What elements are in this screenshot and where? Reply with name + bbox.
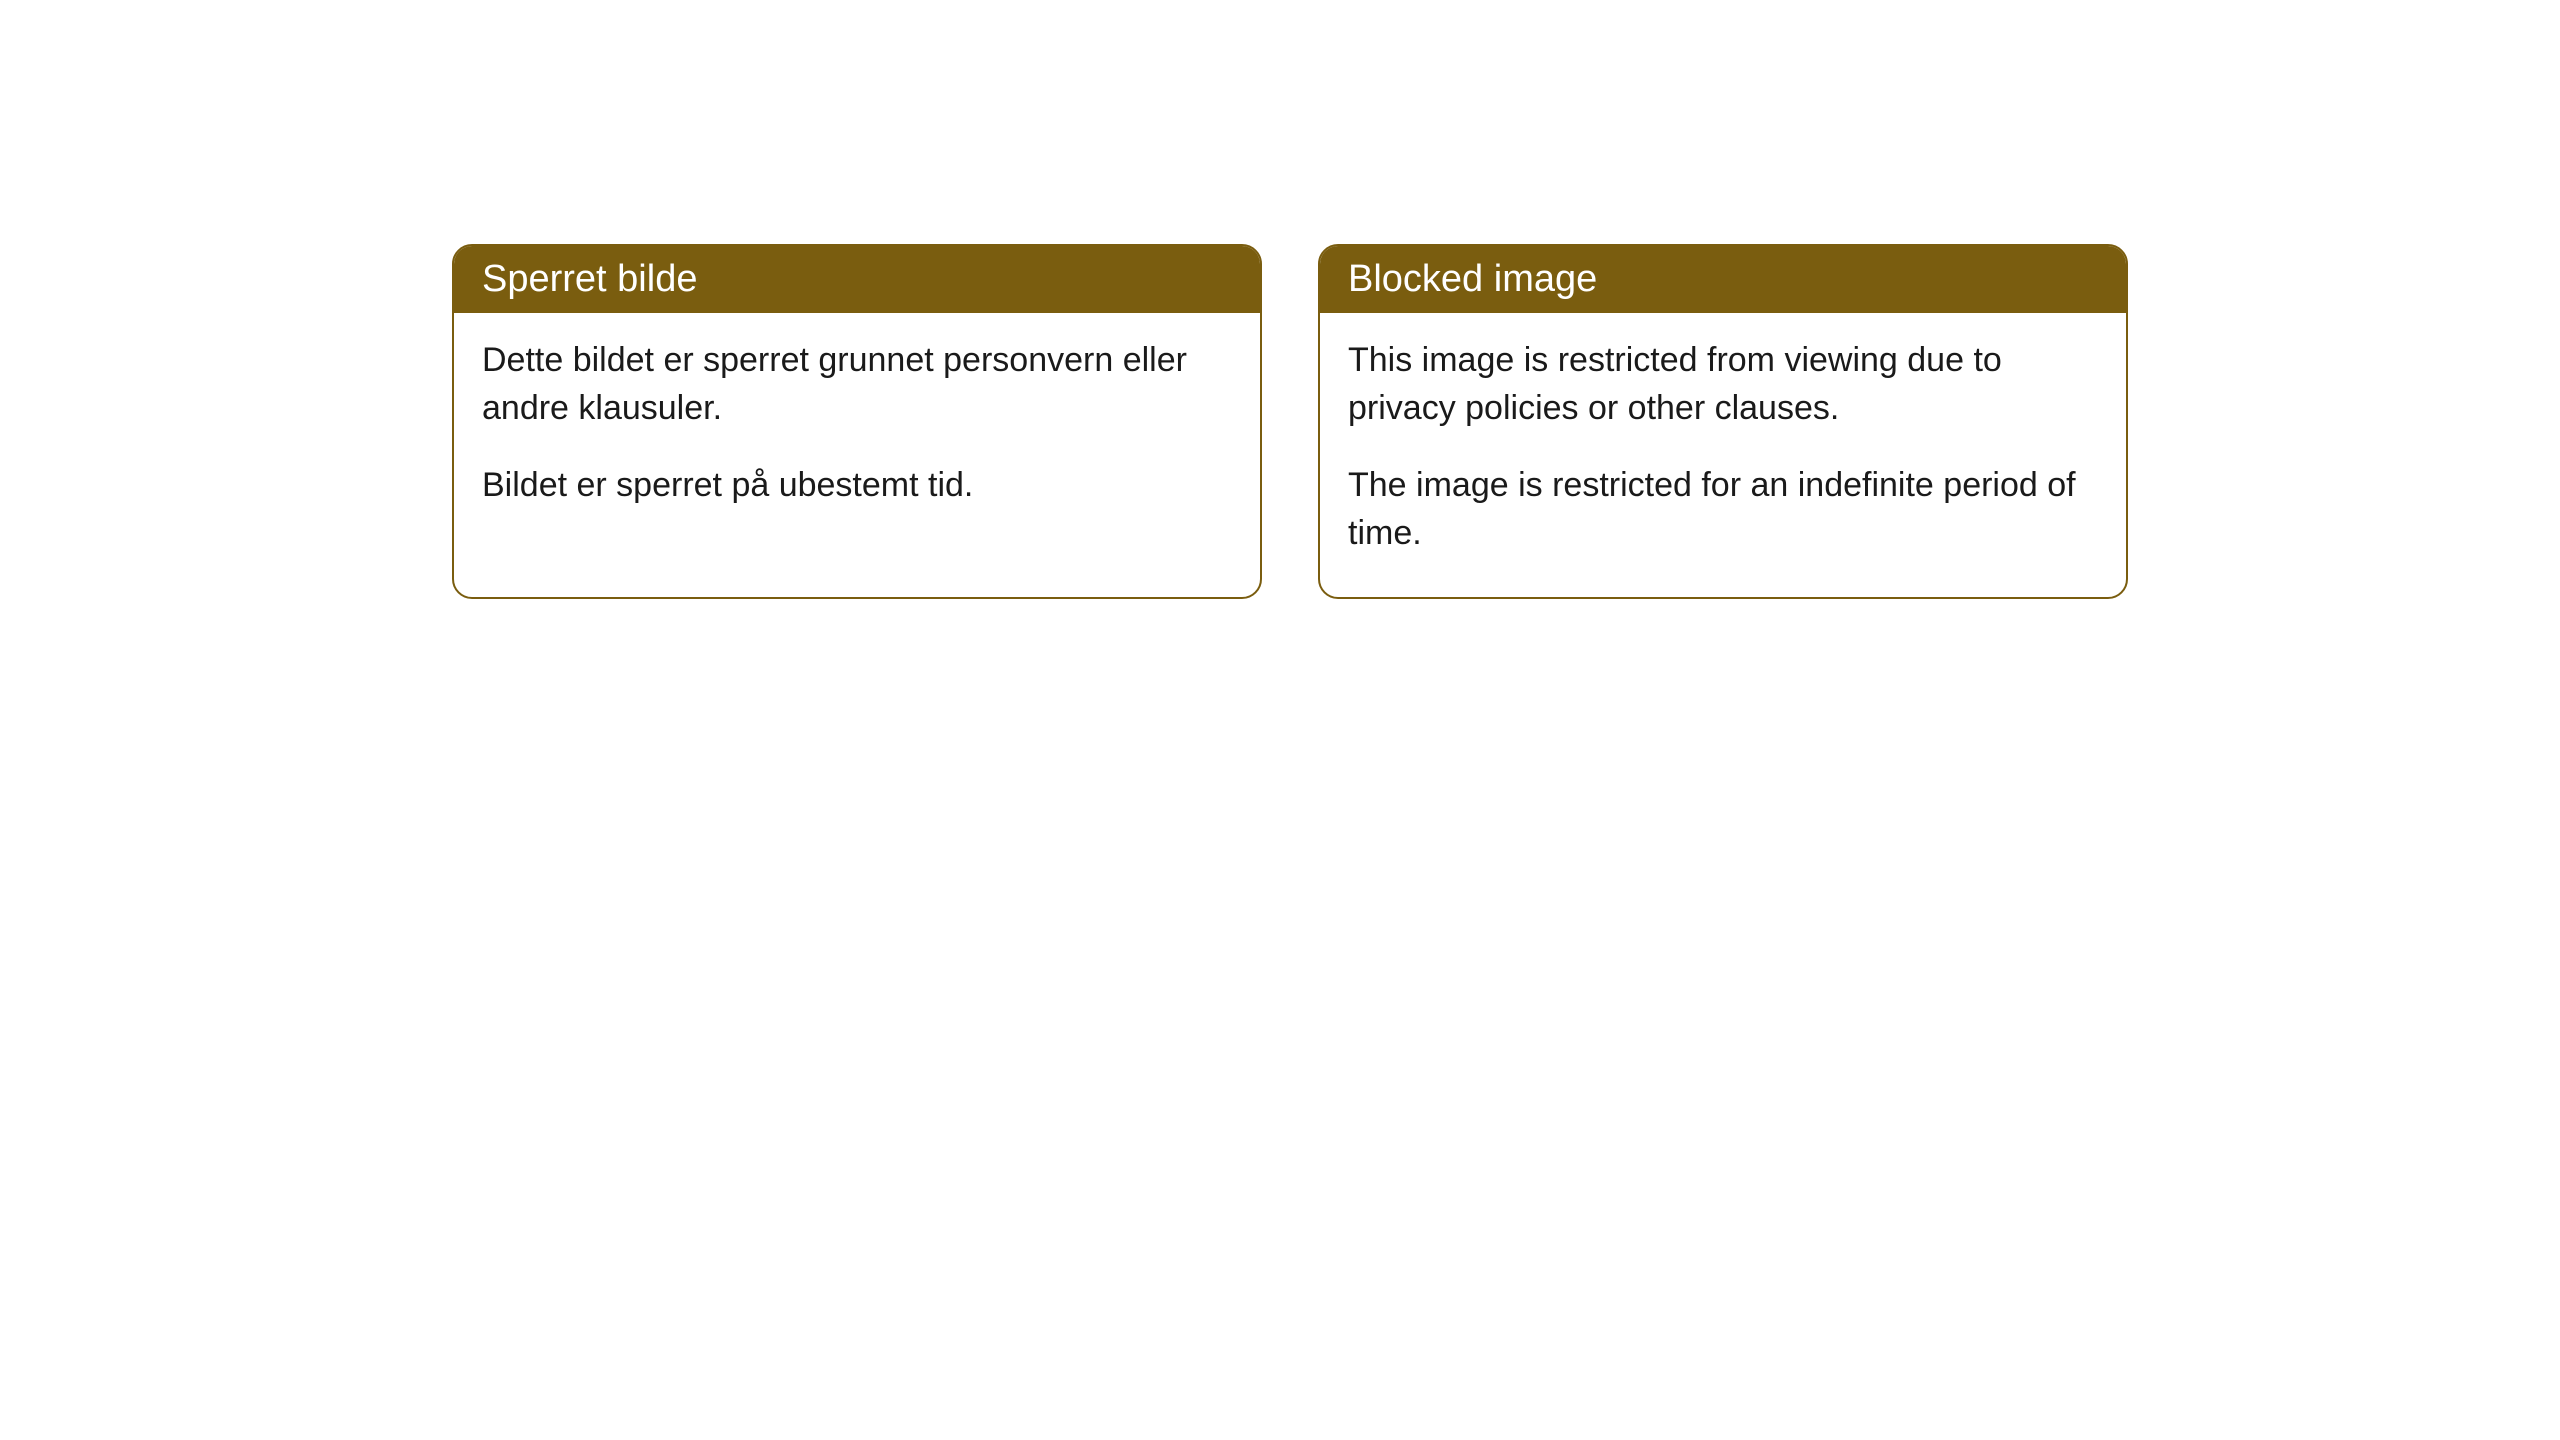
- card-english: Blocked image This image is restricted f…: [1318, 244, 2128, 599]
- card-header-english: Blocked image: [1320, 246, 2126, 313]
- card-header-norwegian: Sperret bilde: [454, 246, 1260, 313]
- card-norwegian: Sperret bilde Dette bildet er sperret gr…: [452, 244, 1262, 599]
- card-paragraph-2-norwegian: Bildet er sperret på ubestemt tid.: [482, 462, 1232, 510]
- card-body-norwegian: Dette bildet er sperret grunnet personve…: [454, 313, 1260, 550]
- card-paragraph-2-english: The image is restricted for an indefinit…: [1348, 462, 2098, 557]
- cards-container: Sperret bilde Dette bildet er sperret gr…: [0, 0, 2560, 599]
- card-body-english: This image is restricted from viewing du…: [1320, 313, 2126, 597]
- card-paragraph-1-english: This image is restricted from viewing du…: [1348, 337, 2098, 432]
- card-paragraph-1-norwegian: Dette bildet er sperret grunnet personve…: [482, 337, 1232, 432]
